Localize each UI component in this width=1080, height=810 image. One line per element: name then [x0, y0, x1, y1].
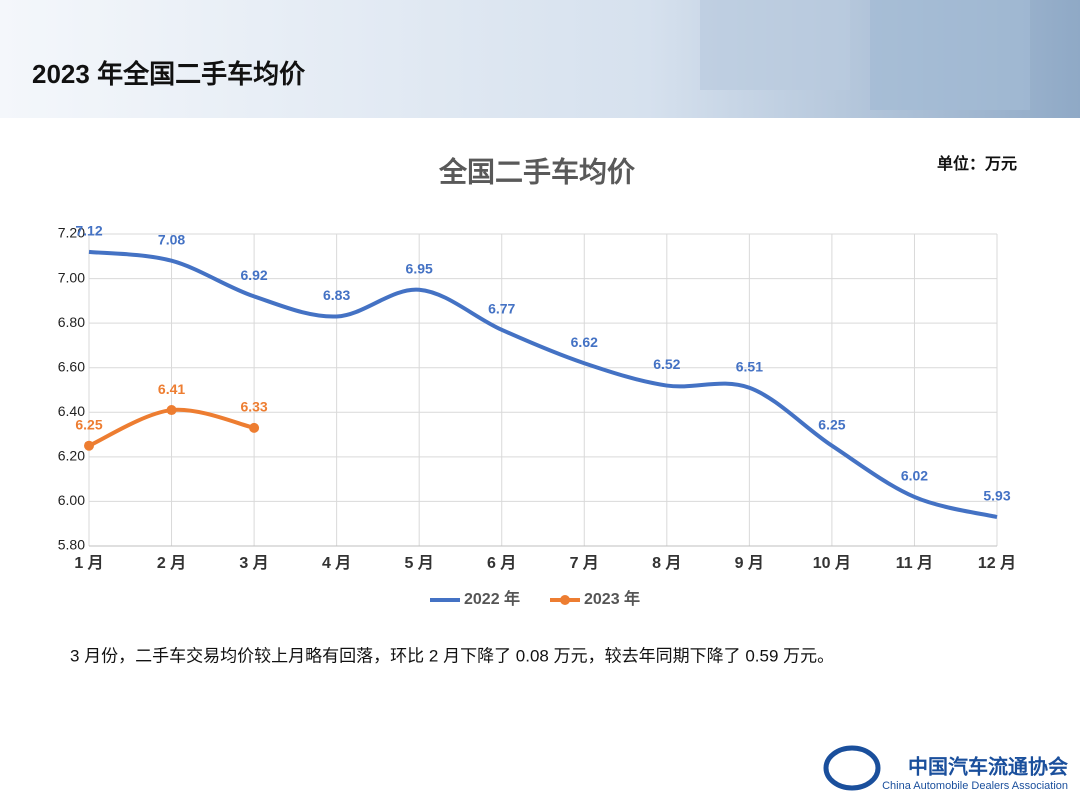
- x-tick-label: 5 月: [405, 554, 434, 572]
- data-label: 7.12: [75, 223, 102, 239]
- header-decor: [870, 0, 1030, 110]
- legend-label: 2023 年: [584, 589, 640, 608]
- x-tick-label: 2 月: [157, 554, 186, 572]
- y-tick-label: 6.00: [58, 492, 85, 508]
- data-label: 6.83: [323, 287, 350, 303]
- y-tick-label: 7.20: [58, 225, 85, 241]
- data-label: 6.62: [571, 334, 598, 350]
- data-label: 6.25: [818, 416, 845, 432]
- x-tick-label: 9 月: [735, 554, 764, 572]
- data-label: 6.95: [406, 260, 433, 276]
- x-tick-label: 3 月: [239, 554, 268, 572]
- data-label: 6.77: [488, 301, 515, 317]
- x-tick-label: 6 月: [487, 554, 516, 572]
- data-label: 6.92: [240, 267, 267, 283]
- series-line: [88, 249, 998, 519]
- unit-label: 单位：万元: [937, 154, 1017, 173]
- point-marker: [249, 422, 260, 433]
- data-label: 6.52: [653, 356, 680, 372]
- point-marker: [84, 440, 94, 451]
- data-label: 5.93: [983, 488, 1010, 504]
- header-decor: [700, 0, 850, 90]
- x-tick-label: 12 月: [978, 554, 1016, 572]
- legend-marker: [560, 595, 570, 605]
- legend-label: 2022 年: [464, 589, 520, 608]
- x-tick-label: 11 月: [896, 554, 933, 572]
- y-tick-label: 6.20: [58, 448, 85, 464]
- x-tick-label: 4 月: [322, 554, 351, 572]
- x-tick-label: 7 月: [570, 554, 599, 572]
- x-tick-label: 8 月: [652, 554, 681, 572]
- data-label: 7.08: [158, 231, 185, 247]
- data-label: 6.33: [240, 399, 267, 415]
- data-label: 6.25: [75, 416, 102, 432]
- y-tick-label: 7.00: [58, 269, 85, 285]
- org-name-en: China Automobile Dealers Association: [882, 780, 1068, 792]
- data-label: 6.51: [736, 358, 763, 374]
- slide-title: 2023 年全国二手车均价: [32, 59, 306, 89]
- data-label: 6.41: [158, 381, 185, 397]
- y-tick-label: 6.60: [58, 358, 85, 374]
- caption: 3 月份，二手车交易均价较上月略有回落，环比 2 月下降了 0.08 万元，较去…: [70, 646, 834, 665]
- logo: [823, 745, 881, 791]
- point-marker: [166, 405, 177, 416]
- chart-title: 全国二手车均价: [438, 155, 636, 187]
- y-tick-label: 6.80: [58, 314, 85, 330]
- y-tick-label: 5.80: [58, 537, 85, 553]
- x-tick-label: 1 月: [74, 554, 103, 572]
- plot-area: 5.80 6.00 6.20 6.40 6.60 6.80 7.00 7.20 1 月 2 月 3 …: [58, 223, 1016, 609]
- org-name: 中国汽车流通协会: [908, 754, 1068, 778]
- data-label: 6.02: [901, 468, 928, 484]
- y-tick-label: 6.40: [58, 403, 85, 419]
- x-tick-label: 10 月: [813, 554, 851, 572]
